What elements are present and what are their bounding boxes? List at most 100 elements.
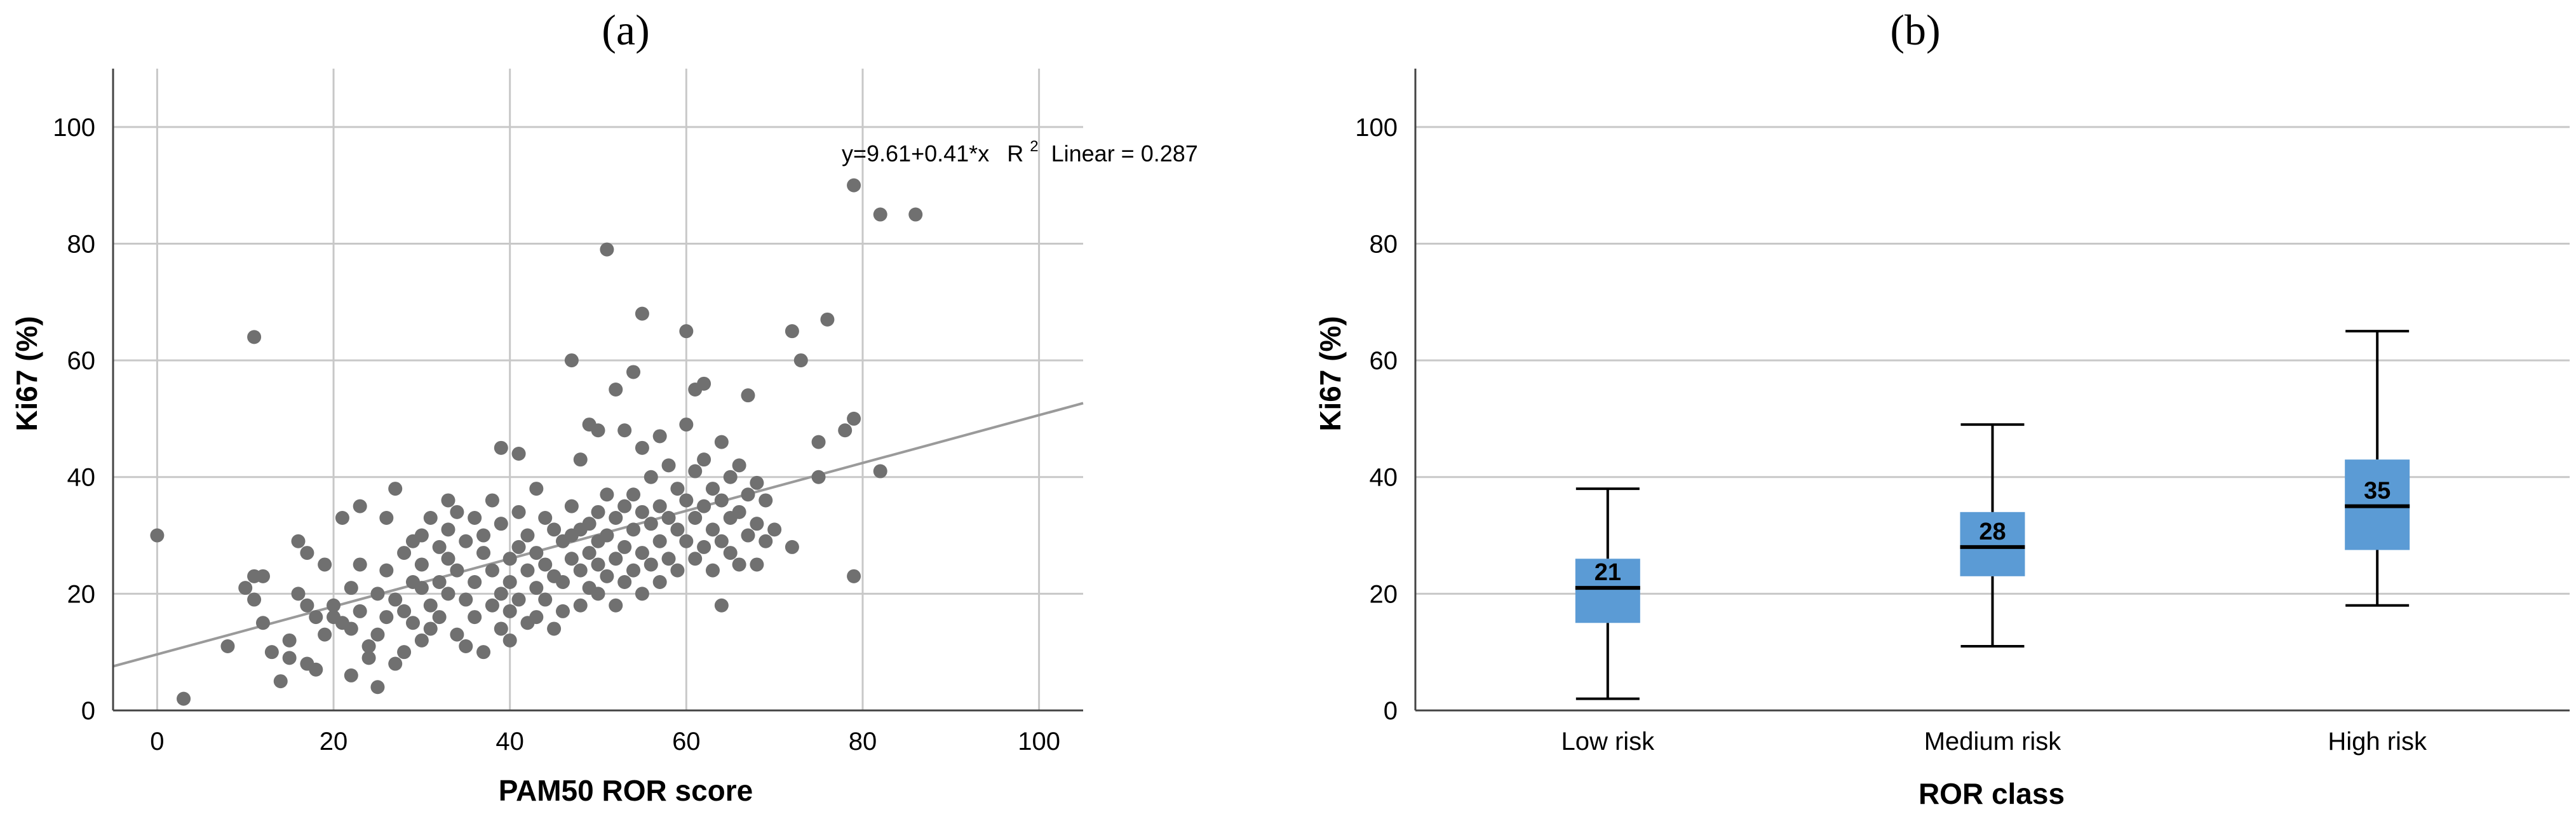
data-point [538, 592, 553, 607]
data-point [714, 435, 729, 449]
data-point [388, 592, 403, 607]
data-point [591, 557, 605, 572]
panel-b-axes [1414, 69, 2570, 712]
y-tick-label: 100 [53, 114, 95, 142]
data-point [600, 487, 614, 502]
data-point [679, 417, 694, 432]
data-point [688, 464, 703, 478]
data-point [432, 575, 447, 589]
data-point [617, 539, 632, 554]
y-tick-label: 60 [1370, 347, 1398, 375]
data-point [282, 651, 297, 665]
data-point [441, 493, 455, 508]
data-point [379, 610, 394, 625]
data-point [661, 458, 676, 473]
data-point [450, 505, 464, 519]
panel-a-points [150, 178, 923, 706]
data-point [459, 639, 473, 653]
data-point [177, 691, 191, 706]
data-point [679, 534, 694, 548]
data-point [538, 511, 553, 525]
panel-a-x-axis-title: PAM50 ROR score [499, 774, 753, 807]
y-tick-label: 80 [67, 230, 96, 258]
data-point [529, 610, 544, 625]
data-point [520, 528, 535, 543]
panel-a-label: (a) [602, 6, 649, 54]
data-point [291, 534, 306, 548]
data-point [609, 598, 623, 613]
data-point [670, 563, 685, 578]
data-point [291, 587, 306, 601]
data-point [741, 487, 755, 502]
data-point [309, 662, 323, 677]
data-point [573, 563, 588, 578]
data-point [247, 592, 262, 607]
data-point [591, 423, 605, 438]
data-point [767, 522, 782, 537]
box-iqr [1575, 559, 1640, 623]
data-point [494, 621, 508, 636]
data-point [873, 464, 887, 478]
data-point [441, 522, 455, 537]
data-point [564, 499, 579, 513]
data-point [547, 621, 562, 636]
data-point [529, 546, 544, 560]
data-point [468, 610, 482, 625]
data-point [714, 493, 729, 508]
y-tick-label: 0 [1384, 697, 1398, 725]
data-point [626, 522, 641, 537]
data-point [414, 528, 429, 543]
data-point [538, 557, 553, 572]
data-point [494, 587, 508, 601]
data-point [838, 423, 853, 438]
data-point [759, 534, 773, 548]
panel-a-grid [113, 69, 1083, 712]
data-point [485, 598, 499, 613]
median-label: 35 [2364, 478, 2391, 505]
panel-a-axes [112, 69, 1083, 712]
panel-b-x-axis-title: ROR class [1919, 777, 2065, 810]
y-tick-label: 80 [1370, 230, 1398, 258]
panel-a-y-axis-title: Ki67 (%) [10, 316, 43, 431]
data-point [626, 563, 641, 578]
data-point [652, 429, 667, 444]
data-point [397, 604, 412, 618]
panel-b-y-axis-title: Ki67 (%) [1314, 316, 1347, 431]
data-point [423, 511, 438, 525]
data-point [264, 645, 279, 660]
data-point [714, 534, 729, 548]
data-point [494, 517, 508, 531]
data-point [511, 592, 526, 607]
x-tick-label: 0 [150, 728, 164, 756]
panel-a-y-ticks: 0 20 40 60 80 100 [53, 114, 95, 725]
data-point [468, 575, 482, 589]
data-point [450, 563, 464, 578]
data-point [485, 493, 499, 508]
data-point [388, 656, 403, 671]
data-point [635, 505, 649, 519]
data-point [697, 376, 711, 391]
data-point [732, 505, 746, 519]
data-point [318, 627, 332, 642]
data-point [502, 552, 517, 566]
data-point [609, 383, 623, 397]
data-point [450, 627, 464, 642]
panel-b-boxes: 21 28 35 [1575, 330, 2410, 700]
data-point [485, 563, 499, 578]
data-point [555, 575, 570, 589]
data-point [370, 680, 385, 695]
data-point [361, 651, 376, 665]
data-point [723, 546, 738, 560]
data-point [468, 511, 482, 525]
data-point [697, 499, 711, 513]
data-point [459, 592, 473, 607]
data-point [661, 552, 676, 566]
data-point [344, 668, 358, 682]
data-point [741, 388, 755, 403]
data-point [529, 581, 544, 595]
data-point [361, 639, 376, 653]
data-point [573, 598, 588, 613]
data-point [750, 557, 764, 572]
data-point [397, 645, 412, 660]
